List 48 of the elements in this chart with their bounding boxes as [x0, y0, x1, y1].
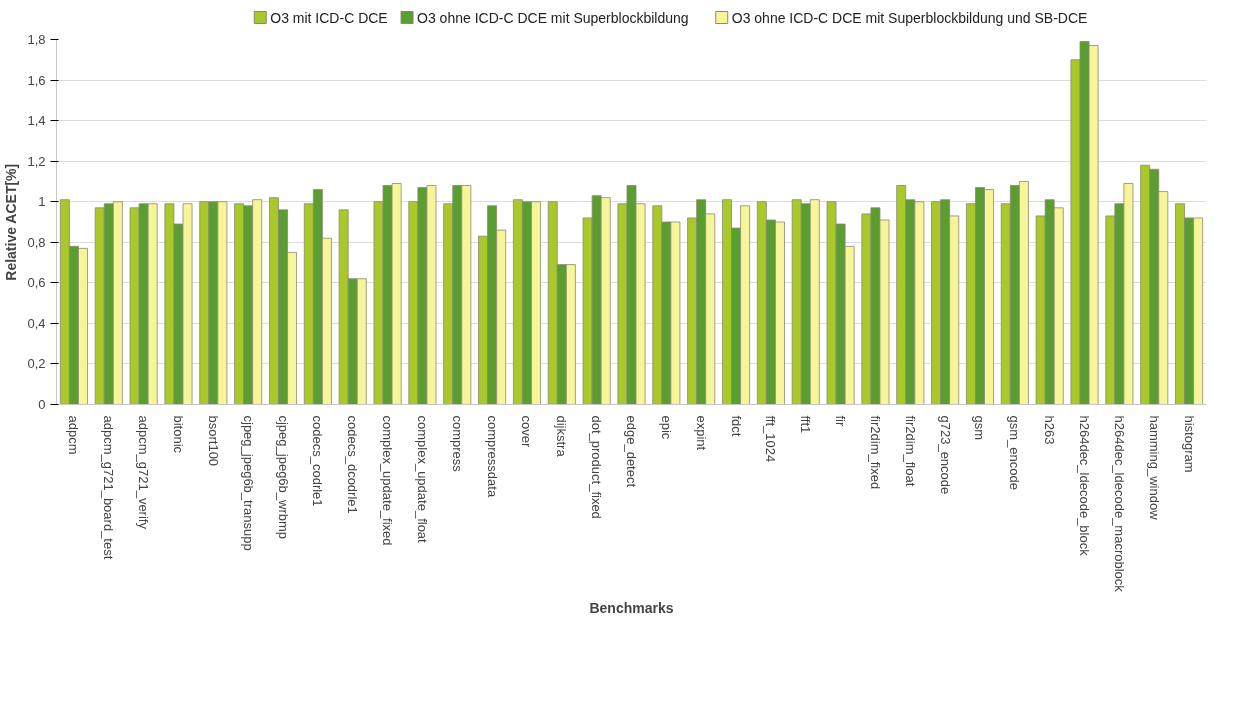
y-tick-label: 0,8 — [27, 234, 46, 250]
y-tick-label: 0 — [38, 397, 46, 412]
x-tick-label: epic — [658, 415, 674, 440]
x-tick-label: fir2dim_float — [902, 415, 918, 487]
x-tick-label: hamming_window — [1146, 415, 1162, 521]
x-tick-label: gsm_encode — [1007, 415, 1023, 490]
x-tick-label: codecs_codrle1 — [310, 415, 326, 507]
x-tick-label: gsm — [972, 415, 988, 441]
x-tick-label: bitonic — [170, 415, 186, 454]
x-tick-label: fft_1024 — [763, 415, 779, 463]
y-tick-label: 1,4 — [27, 113, 46, 129]
legend-label: O3 ohne ICD-C DCE mit Superblockbildung — [417, 9, 689, 26]
x-tick-label: complex_update_float — [414, 415, 430, 544]
y-tick-label: 0,6 — [27, 275, 46, 291]
x-tick-label: adpcm — [66, 415, 82, 455]
x-tick-label: fir — [833, 415, 849, 427]
y-tick-label: 0,2 — [27, 356, 46, 372]
x-tick-label: fir2dim_fixed — [867, 415, 883, 490]
x-tick-label: histogram — [1181, 415, 1197, 473]
x-tick-label: dot_product_fixed — [589, 415, 605, 519]
x-tick-label: h264dec_ldecode_block — [1077, 415, 1093, 557]
x-tick-label: dijkstra — [554, 415, 570, 458]
x-tick-label: adpcm_g721_board_test — [101, 415, 117, 560]
x-tick-label: cover — [519, 415, 535, 448]
y-axis-title: Relative ACET[%] — [3, 163, 20, 281]
y-tick-label: 1 — [38, 194, 46, 210]
x-tick-label: edge_detect — [624, 415, 639, 488]
x-tick-label: adpcm_g721_verify — [136, 415, 152, 530]
x-axis-title: Benchmarks — [589, 599, 674, 616]
x-tick-label: expint — [693, 415, 709, 451]
x-tick-label: h264dec_ldecode_macroblock — [1111, 415, 1127, 593]
y-tick-label: 1,2 — [27, 153, 46, 169]
y-tick-label: 1,8 — [27, 32, 46, 47]
y-tick-label: 1,6 — [27, 72, 46, 88]
x-tick-label: compressdata — [484, 415, 500, 498]
legend-label: O3 mit ICD-C DCE — [270, 9, 388, 26]
x-tick-label: cjpeg_jpeg6b_wrbmp — [275, 415, 291, 540]
x-tick-label: bsort100 — [205, 415, 221, 467]
x-tick-label: h263 — [1042, 415, 1058, 445]
x-tick-label: g723_encode — [937, 415, 953, 495]
x-tick-label: fdct — [728, 415, 744, 437]
x-tick-label: codecs_dcodrle1 — [345, 415, 361, 514]
x-tick-label: fft1 — [798, 415, 814, 434]
x-tick-label: complex_update_fixed — [380, 415, 396, 546]
legend-label: O3 ohne ICD-C DCE mit Superblockbildung und SB-DCE — [731, 9, 1088, 26]
x-tick-label: cjpeg_jpeg6b_transupp — [240, 415, 256, 551]
y-tick-label: 0,4 — [27, 315, 46, 331]
x-tick-label: compress — [449, 415, 465, 473]
